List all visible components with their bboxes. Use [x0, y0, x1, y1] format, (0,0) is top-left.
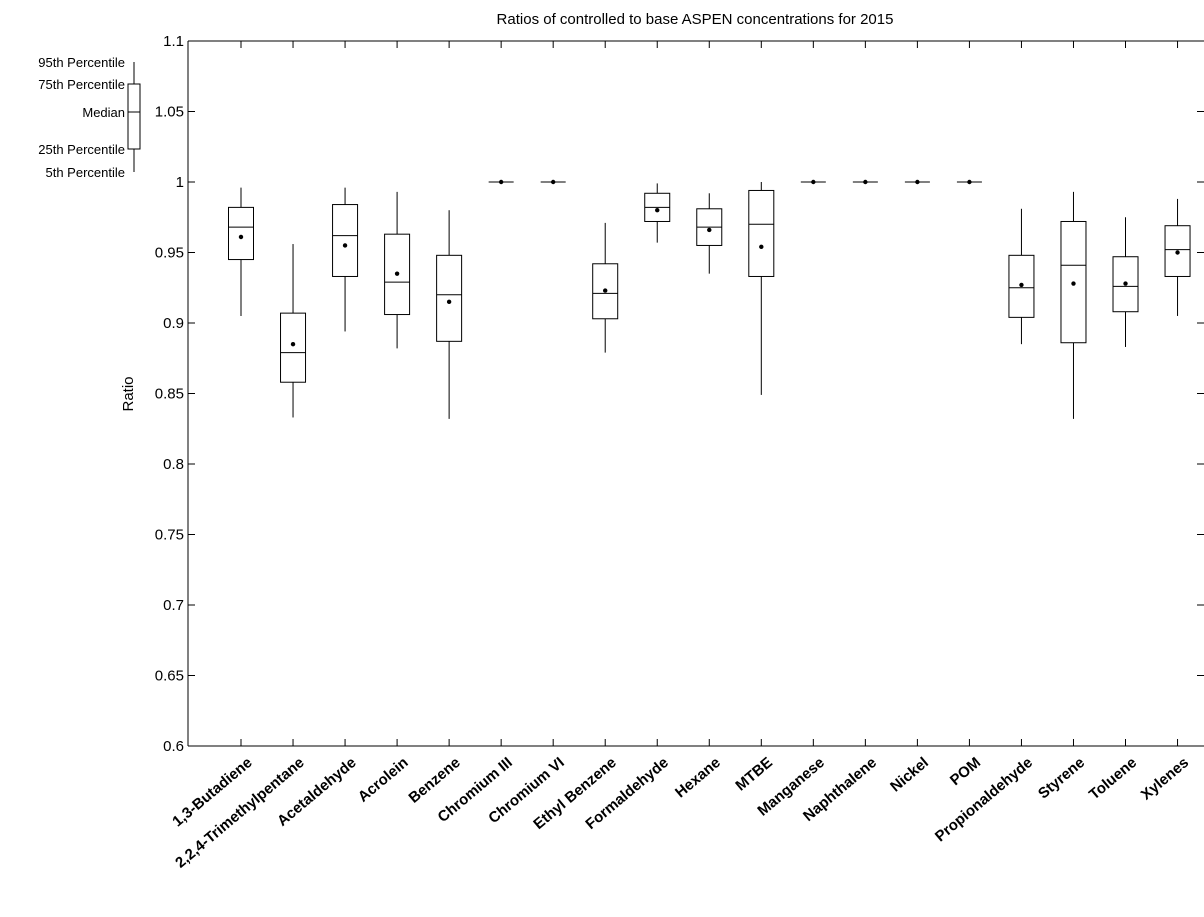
mean-point: [498, 179, 504, 185]
box-12: [800, 179, 826, 185]
box-1: [228, 187, 254, 316]
box-6: [488, 179, 514, 185]
box-13: [852, 179, 878, 185]
category-label: Acrolein: [355, 754, 412, 806]
y-tick-label: 0.6: [163, 738, 184, 755]
category-labels: 1,3-Butadiene2,2,4-TrimethylpentaneAceta…: [169, 754, 1192, 872]
mean-point: [915, 179, 920, 185]
box-8: [592, 222, 619, 353]
legend-label: Median: [82, 105, 125, 120]
y-tick-label: 0.85: [155, 386, 184, 403]
box-4: [384, 191, 411, 349]
mean-point: [1019, 282, 1024, 288]
legend-box: [127, 83, 141, 150]
box-18: [1112, 217, 1139, 347]
mean-point: [550, 179, 556, 185]
mean-point: [967, 179, 972, 185]
iqr-box: [1164, 225, 1191, 277]
mean-point: [655, 208, 660, 213]
chart-title: Ratios of controlled to base ASPEN conce…: [497, 11, 894, 28]
iqr-box: [384, 233, 411, 316]
category-label: MTBE: [732, 754, 775, 794]
box-14: [904, 179, 930, 185]
legend-label: 95th Percentile: [38, 55, 125, 70]
y-tick-label: 1: [176, 174, 184, 191]
box-2: [280, 244, 307, 418]
mean-point: [446, 299, 452, 305]
mean-point: [1123, 281, 1128, 286]
category-label: Nickel: [887, 754, 932, 795]
mean-point: [1175, 250, 1180, 255]
box-15: [956, 179, 982, 185]
y-tick-label: 0.65: [155, 668, 184, 685]
y-axis-label: Ratio: [120, 376, 137, 411]
box-10: [696, 193, 723, 274]
box-5: [436, 210, 463, 419]
y-tick-label: 0.95: [155, 245, 184, 262]
category-label: Toluene: [1086, 754, 1140, 803]
iqr-box: [748, 189, 775, 277]
box-11: [748, 182, 775, 395]
iqr-box: [1060, 220, 1087, 344]
mean-point: [603, 288, 608, 293]
legend-label: 25th Percentile: [38, 142, 125, 157]
iqr-box: [1008, 254, 1035, 318]
legend-label: 75th Percentile: [38, 77, 125, 92]
iqr-box: [592, 263, 619, 320]
mean-point: [811, 179, 816, 185]
category-label: Hexane: [672, 754, 724, 801]
mean-point: [759, 244, 764, 250]
box-series: [228, 179, 1191, 419]
mean-point: [290, 341, 296, 347]
mean-point: [1071, 281, 1076, 286]
iqr-box: [228, 206, 254, 261]
mean-point: [342, 243, 348, 248]
category-label: Styrene: [1035, 754, 1088, 802]
iqr-box: [436, 254, 463, 342]
box-7: [540, 179, 566, 185]
category-label: Propionaldehyde: [932, 754, 1036, 845]
legend-label: 5th Percentile: [46, 165, 126, 180]
mean-point: [707, 227, 712, 233]
box-9: [644, 183, 671, 243]
iqr-box: [280, 312, 307, 383]
iqr-box: [332, 204, 359, 277]
box-17: [1060, 191, 1087, 419]
chart-legend: 95th Percentile 75th Percentile Median 25th…: [38, 55, 141, 180]
iqr-box: [1112, 256, 1139, 313]
y-tick-label: 1.05: [155, 104, 184, 121]
plot-axes: 0.6 0.65 0.7 0.75 0.8 0.85 0.9 0.95 1 1.05 1.1: [155, 33, 1204, 755]
box-16: [1008, 208, 1035, 345]
y-tick-label: 0.8: [163, 456, 184, 473]
y-tick-label: 1.1: [163, 33, 184, 50]
category-label: Xylenes: [1138, 754, 1192, 803]
y-tick-label: 0.75: [155, 527, 184, 544]
y-tick-label: 0.7: [163, 597, 184, 614]
mean-point: [394, 271, 400, 276]
box-19: [1164, 198, 1191, 316]
category-label: POM: [947, 754, 984, 789]
box-3: [332, 187, 359, 332]
mean-point: [238, 234, 244, 240]
y-tick-label: 0.9: [163, 315, 184, 332]
mean-point: [863, 179, 868, 185]
